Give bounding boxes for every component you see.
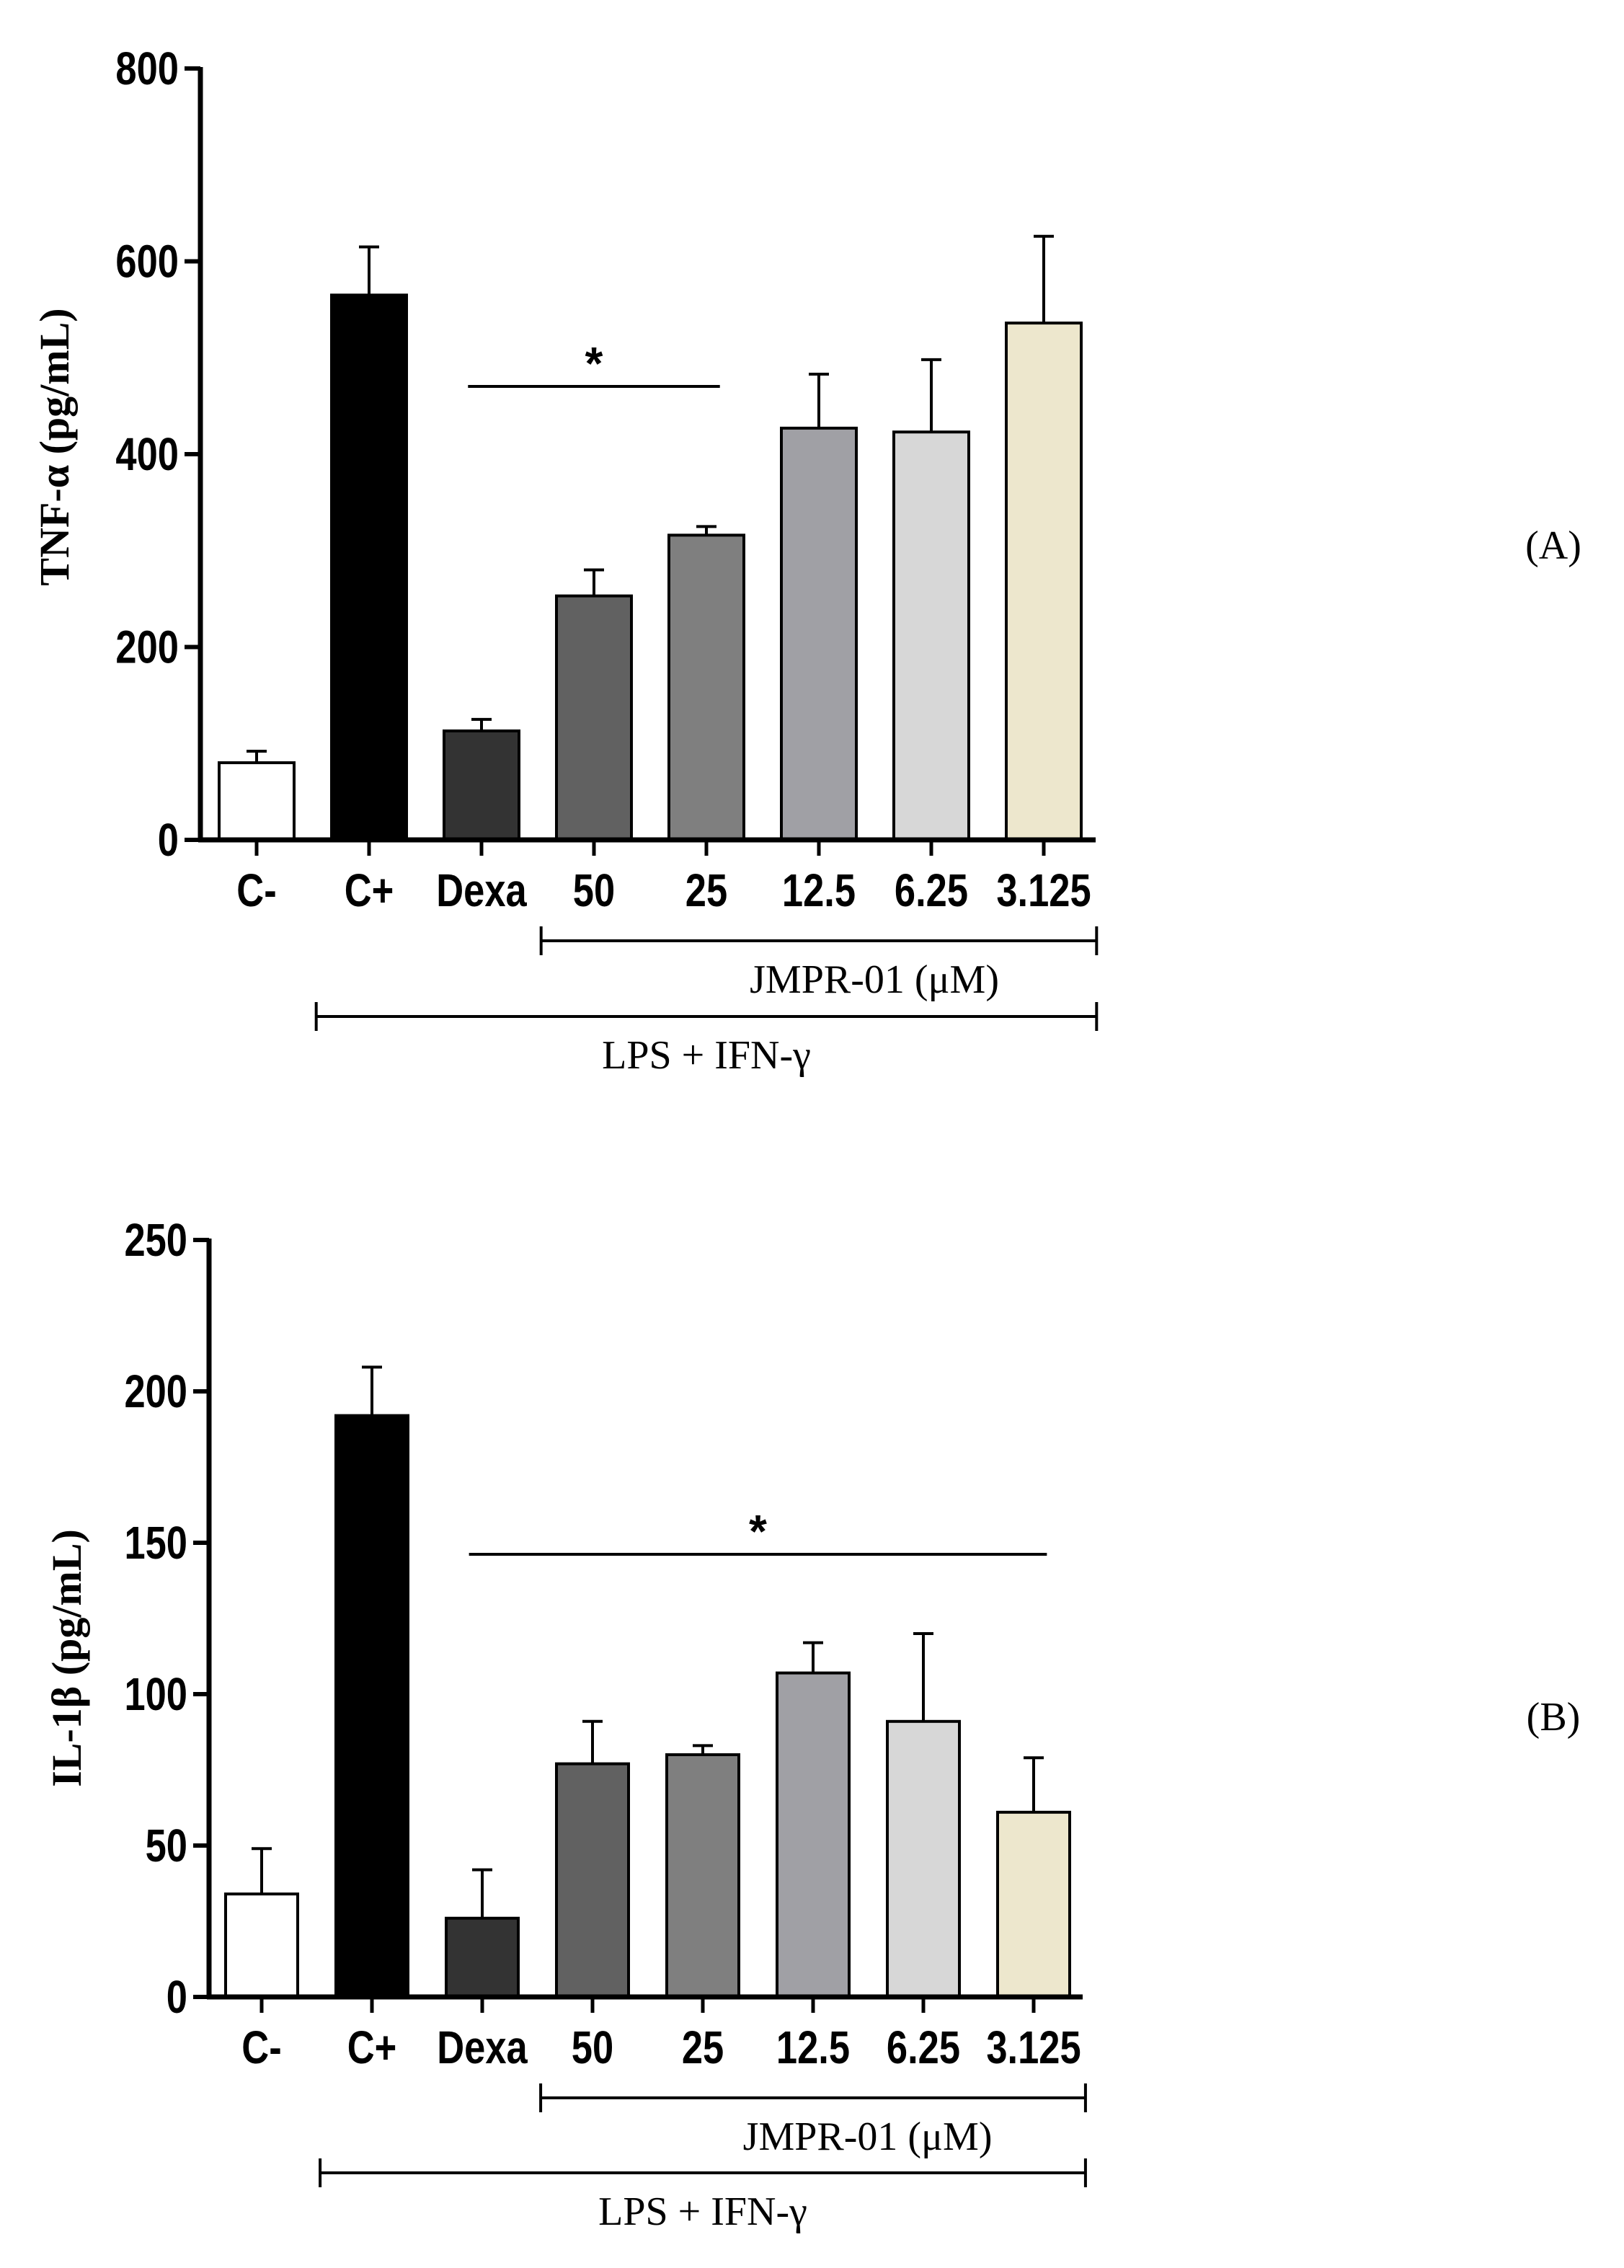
x-tick-label: 50: [573, 865, 615, 916]
y-tick-label: 600: [115, 236, 179, 288]
panel-label: (A): [1525, 523, 1581, 568]
x-tick-label: Dexa: [437, 2022, 528, 2073]
bar-6.25: [892, 430, 970, 841]
y-tick-label: 50: [146, 1820, 187, 1871]
group-label: JMPR-01 (μM): [743, 2114, 993, 2159]
bar-Dexa: [445, 1916, 520, 1999]
x-tick-label: Dexa: [436, 865, 527, 916]
y-tick-label: 150: [124, 1518, 187, 1569]
x-tick-label: C-: [241, 2022, 281, 2073]
bar-12.5: [776, 1671, 851, 1999]
y-axis-title: TNF-α (pg/mL): [31, 308, 78, 585]
x-tick-label: 6.25: [887, 2022, 960, 2073]
bar-C-: [218, 761, 296, 841]
y-tick-label: 400: [115, 429, 179, 480]
bar-50: [555, 1762, 630, 1999]
x-tick-label: 12.5: [782, 865, 856, 916]
x-tick-label: 3.125: [986, 2022, 1081, 2073]
bar-3.125: [1005, 322, 1083, 842]
bar-Dexa: [443, 729, 520, 841]
bar-25: [665, 1753, 740, 1998]
y-tick-label: 800: [115, 43, 179, 94]
panel-b: 0 50 100 150 200 250 C- C+ Dexa 50 25 12.5 6.25 3.125…: [43, 1215, 1580, 2234]
panel-a: 0 200 400 600 800 C- C+ Dexa 50 25 12.5 6.25 3.125 TN…: [31, 43, 1581, 1078]
x-tick-label: C+: [347, 2022, 397, 2073]
x-tick-label: 3.125: [996, 865, 1091, 916]
group-label: JMPR-01 (μM): [750, 957, 999, 1002]
y-tick-label: 200: [124, 1366, 187, 1417]
group-label: LPS + IFN-γ: [602, 1033, 811, 1078]
x-tick-label: C+: [345, 865, 394, 916]
y-tick-label: 100: [124, 1669, 187, 1720]
bar-50: [555, 594, 633, 841]
bar-C+: [330, 293, 408, 841]
bar-25: [667, 533, 745, 841]
x-tick-label: C-: [236, 865, 276, 916]
bar-12.5: [780, 426, 858, 841]
bar-3.125: [996, 1810, 1071, 1999]
bar-C-: [224, 1892, 299, 1998]
significance-star: *: [749, 1505, 767, 1557]
x-tick-label: 12.5: [776, 2022, 850, 2073]
significance-star: *: [585, 337, 603, 389]
y-axis-title: IL-1β (pg/mL): [43, 1529, 90, 1787]
x-tick-label: 25: [682, 2022, 724, 2073]
x-tick-label: 25: [685, 865, 727, 916]
y-tick-label: 200: [115, 622, 179, 673]
y-tick-label: 250: [124, 1215, 187, 1266]
y-tick-label: 0: [167, 1972, 187, 2023]
group-label: LPS + IFN-γ: [598, 2189, 807, 2234]
x-tick-label: 6.25: [895, 865, 968, 916]
panel-label: (B): [1527, 1695, 1581, 1740]
x-tick-label: 50: [572, 2022, 613, 2073]
y-tick-label: 0: [158, 815, 179, 866]
bar-6.25: [886, 1719, 961, 1999]
bar-C+: [334, 1414, 409, 1998]
